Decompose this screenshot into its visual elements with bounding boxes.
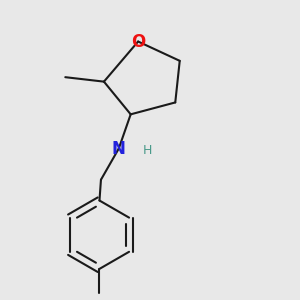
Text: H: H: [142, 144, 152, 157]
Text: N: N: [112, 140, 126, 158]
Text: O: O: [131, 32, 145, 50]
